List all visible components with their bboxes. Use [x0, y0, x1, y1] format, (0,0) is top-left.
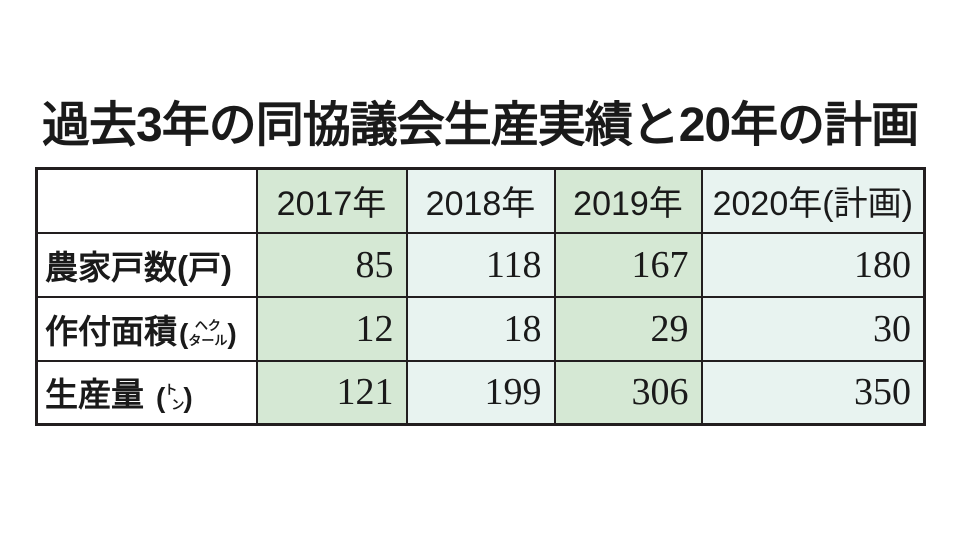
open-paren: ( [179, 317, 189, 349]
value-cell: 18 [405, 295, 556, 362]
header-row: 2017年 2018年 2019年 2020年(計画) [35, 167, 926, 234]
header-cell-2020-plan: 2020年(計画) [700, 167, 926, 234]
row-label-text: 農家戸数(戸) [45, 248, 232, 286]
value-cell: 118 [405, 231, 556, 298]
row-label-text: 作付面積 [45, 312, 177, 350]
table-container: 2017年 2018年 2019年 2020年(計画) 農家戸数(戸) 85 1… [35, 167, 926, 426]
row-label: 農家戸数(戸) [35, 231, 258, 298]
value-cell: 350 [700, 359, 926, 426]
header-cell-2017: 2017年 [255, 167, 408, 234]
unit-bottom-text: タール [188, 332, 228, 348]
value-cell: 12 [255, 295, 408, 362]
close-paren: ) [227, 317, 237, 349]
unit-annotation-hectare: ( ヘク タール) [179, 319, 237, 348]
value-cell: 306 [553, 359, 703, 426]
header-cell-2019: 2019年 [553, 167, 703, 234]
value-cell: 85 [255, 231, 408, 298]
table-row-farm-households: 農家戸数(戸) 85 118 167 180 [35, 231, 926, 298]
close-paren: ) [183, 381, 193, 413]
unit-top-text: ト [164, 382, 178, 398]
corner-cell [35, 167, 258, 234]
table-row-planted-area: 作付面積( ヘク タール) 12 18 29 30 [35, 295, 926, 362]
value-cell: 199 [405, 359, 556, 426]
table-row-production-volume: 生産量 (トン) 121 199 306 350 [35, 359, 926, 426]
row-label: 作付面積( ヘク タール) [35, 295, 258, 362]
unit-annotation-ton: (トン) [156, 381, 193, 413]
value-cell: 180 [700, 231, 926, 298]
value-cell: 121 [255, 359, 408, 426]
row-label: 生産量 (トン) [35, 359, 258, 426]
value-cell: 29 [553, 295, 703, 362]
unit-bottom-text: ン [171, 396, 185, 412]
figure-title: 過去3年の同協議会生産実績と20年の計画 [42, 99, 919, 152]
production-table: 2017年 2018年 2019年 2020年(計画) 農家戸数(戸) 85 1… [35, 167, 926, 426]
value-cell: 167 [553, 231, 703, 298]
header-cell-2018: 2018年 [405, 167, 556, 234]
row-label-text: 生産量 [45, 376, 144, 414]
value-cell: 30 [700, 295, 926, 362]
open-paren: ( [156, 381, 166, 413]
unit-top-text: ヘク [194, 318, 221, 334]
